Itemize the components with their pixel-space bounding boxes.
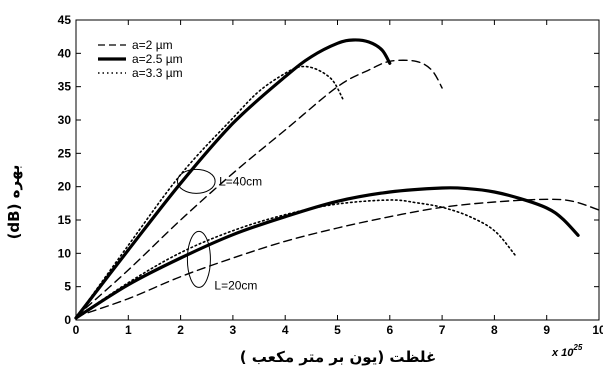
plot-area: 0 1 2 3 4 5 6 7 8 9 10051015202530354045L=40cmL=20… [58, 13, 603, 337]
y-tick-label: 10 [58, 246, 72, 260]
x-axis-multiplier-exponent: 25 [572, 343, 582, 352]
y-tick-label: 35 [58, 80, 72, 94]
annotation-ellipse [176, 168, 216, 194]
legend-label-a33: a=3.3 µm [132, 66, 183, 80]
y-tick-label: 5 [64, 280, 71, 294]
x-tick-label: 5 [334, 323, 341, 337]
annotation-ellipse [186, 230, 211, 288]
x-axis-multiplier: x 1025 [551, 343, 583, 359]
series-line-dashed-l-40cm [75, 59, 443, 318]
series-line-solid-l-40cm [74, 38, 392, 320]
legend: a=2 µm a=2.5 µm a=3.3 µm [92, 34, 242, 84]
series-line-dotted-l-40cm [75, 65, 344, 319]
y-tick-label: 0 [64, 313, 71, 327]
x-tick-label: 10 [592, 323, 603, 337]
series-line-dotted-l-20cm [75, 199, 517, 319]
annotation-label: L=20cm [214, 278, 257, 292]
x-tick-label: 2 [177, 323, 184, 337]
y-tick-label: 45 [58, 13, 72, 27]
x-tick-label: 0 [73, 323, 80, 337]
x-tick-label: 9 [543, 323, 550, 337]
annotation-label: L=40cm [219, 174, 262, 188]
x-tick-label: 4 [282, 323, 289, 337]
legend-label-a25: a=2.5 µm [132, 52, 183, 66]
x-axis-multiplier-base: x 10 [551, 347, 574, 359]
y-tick-label: 40 [58, 46, 72, 60]
x-tick-label: 8 [491, 323, 498, 337]
x-axis-label: غلظت (یون بر متر مکعب ) [240, 348, 437, 366]
x-tick-label: 6 [386, 323, 393, 337]
y-axis-label: بهره (dB) [5, 165, 23, 240]
x-tick-label: 1 [125, 323, 132, 337]
y-tick-label: 20 [58, 180, 72, 194]
legend-label-a2: a=2 µm [132, 38, 173, 52]
series-line-dashed-l-20cm [75, 198, 600, 318]
series-line-solid-l-20cm [74, 186, 580, 320]
y-tick-label: 15 [58, 213, 72, 227]
x-tick-label: 7 [439, 323, 446, 337]
x-tick-label: 3 [230, 323, 237, 337]
y-tick-label: 25 [58, 146, 72, 160]
y-tick-label: 30 [58, 113, 72, 127]
